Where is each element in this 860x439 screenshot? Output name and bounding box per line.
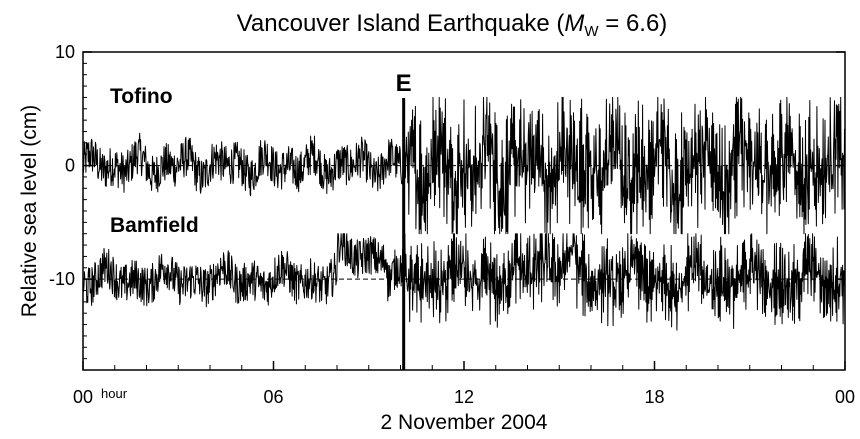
x-tick-label: 06: [263, 387, 283, 407]
x-axis-label: 2 November 2004: [381, 411, 548, 434]
x-tick-label: 00: [835, 387, 855, 407]
axis-ticks: 00 06 12 18 00 10 0 -10: [49, 42, 855, 407]
y-tick-label: 10: [55, 42, 75, 62]
series-label-tofino: Tofino: [110, 85, 173, 108]
x-tick-label: 12: [454, 387, 474, 407]
chart-title: Vancouver Island Earthquake (MW = 6.6): [237, 10, 668, 40]
x-tick-label: 18: [644, 387, 664, 407]
y-tick-label: -10: [49, 269, 75, 289]
y-tick-label: 0: [65, 156, 75, 176]
trace-tofino: [82, 96, 846, 235]
x-tick-label: 00: [73, 387, 93, 407]
trace-bamfield: [82, 233, 846, 331]
traces: [82, 96, 846, 370]
event-label: E: [396, 70, 412, 97]
series-label-bamfield: Bamfield: [110, 214, 199, 237]
x-unit-label: hour: [101, 386, 128, 401]
y-axis-label: Relative sea level (cm): [18, 105, 41, 317]
